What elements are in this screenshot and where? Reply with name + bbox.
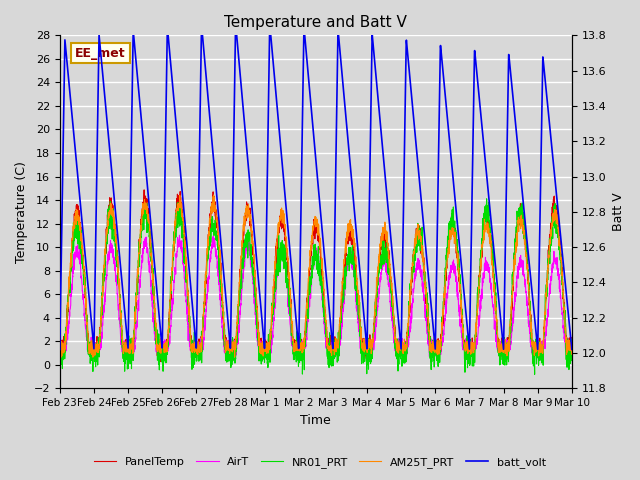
batt_volt xyxy=(558,247,566,252)
NR01_PRT xyxy=(568,345,576,351)
NR01_PRT xyxy=(115,274,122,280)
PanelTemp xyxy=(401,359,408,365)
NR01_PRT xyxy=(145,213,152,218)
Line: AirT: AirT xyxy=(60,235,572,357)
NR01_PRT xyxy=(483,196,490,202)
batt_volt xyxy=(503,160,511,166)
NR01_PRT xyxy=(252,305,260,311)
AM25T_PRT xyxy=(253,296,260,302)
AirT xyxy=(558,312,566,317)
PanelTemp xyxy=(115,272,122,278)
batt_volt xyxy=(145,196,152,202)
batt_volt xyxy=(56,347,63,352)
PanelTemp xyxy=(275,232,282,238)
AirT xyxy=(175,232,183,238)
AirT xyxy=(253,332,260,337)
AM25T_PRT xyxy=(115,273,122,278)
Y-axis label: Temperature (C): Temperature (C) xyxy=(15,161,28,263)
batt_volt xyxy=(568,347,576,352)
AM25T_PRT xyxy=(145,217,152,223)
Line: batt_volt: batt_volt xyxy=(60,26,572,349)
X-axis label: Time: Time xyxy=(300,414,331,427)
Title: Temperature and Batt V: Temperature and Batt V xyxy=(225,15,407,30)
PanelTemp xyxy=(145,221,152,227)
AirT xyxy=(145,255,152,261)
NR01_PRT xyxy=(531,372,538,377)
PanelTemp xyxy=(558,265,566,271)
Y-axis label: Batt V: Batt V xyxy=(612,192,625,231)
batt_volt xyxy=(115,239,122,244)
AM25T_PRT xyxy=(56,339,63,345)
Text: EE_met: EE_met xyxy=(75,47,126,60)
AM25T_PRT xyxy=(558,269,566,275)
NR01_PRT xyxy=(275,256,282,262)
AM25T_PRT xyxy=(57,355,65,360)
NR01_PRT xyxy=(558,282,566,288)
AirT xyxy=(503,346,511,352)
Line: NR01_PRT: NR01_PRT xyxy=(60,199,572,374)
batt_volt xyxy=(198,24,205,29)
AirT xyxy=(275,261,282,266)
PanelTemp xyxy=(140,187,148,193)
PanelTemp xyxy=(252,306,260,312)
Legend: PanelTemp, AirT, NR01_PRT, AM25T_PRT, batt_volt: PanelTemp, AirT, NR01_PRT, AM25T_PRT, ba… xyxy=(90,452,550,472)
NR01_PRT xyxy=(56,336,63,341)
AirT xyxy=(568,343,576,349)
AirT xyxy=(115,307,122,313)
batt_volt xyxy=(275,120,282,125)
NR01_PRT xyxy=(503,353,511,359)
AM25T_PRT xyxy=(210,192,218,198)
AM25T_PRT xyxy=(275,225,282,231)
batt_volt xyxy=(252,253,260,259)
Line: PanelTemp: PanelTemp xyxy=(60,190,572,362)
Line: AM25T_PRT: AM25T_PRT xyxy=(60,195,572,358)
AirT xyxy=(56,338,63,344)
AM25T_PRT xyxy=(568,344,576,349)
AirT xyxy=(60,354,67,360)
AM25T_PRT xyxy=(503,353,511,359)
PanelTemp xyxy=(503,343,511,348)
PanelTemp xyxy=(568,345,576,350)
PanelTemp xyxy=(56,336,63,342)
